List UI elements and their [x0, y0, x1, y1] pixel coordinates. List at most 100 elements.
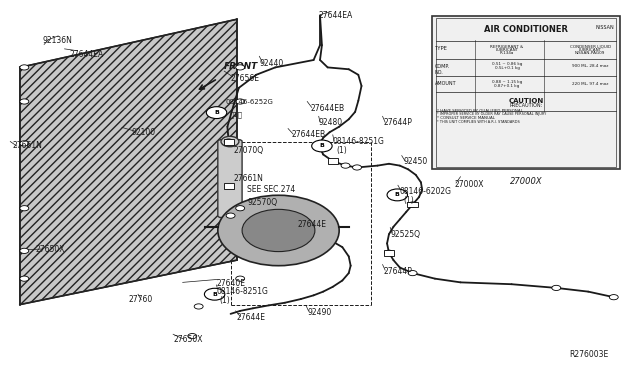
Text: * HAVE SERVICED BY QUALIFIED PERSONAL: * HAVE SERVICED BY QUALIFIED PERSONAL: [437, 109, 523, 113]
Circle shape: [236, 206, 244, 211]
Text: 27640E: 27640E: [216, 279, 246, 288]
Text: (1): (1): [403, 196, 414, 205]
Bar: [224, 183, 234, 189]
Circle shape: [236, 99, 244, 104]
Text: 92100: 92100: [132, 128, 156, 137]
Text: 27000X: 27000X: [509, 177, 542, 186]
Text: 92450: 92450: [403, 157, 428, 166]
Text: TYPE: TYPE: [435, 46, 448, 51]
Polygon shape: [20, 19, 237, 305]
Circle shape: [218, 195, 339, 266]
Text: * IMPROPER SERVICE BY OLDER RAY CAUSE PERSONAL INJURY: * IMPROPER SERVICE BY OLDER RAY CAUSE PE…: [437, 112, 546, 116]
Circle shape: [242, 209, 315, 251]
Text: 08146-8251G: 08146-8251G: [216, 287, 268, 296]
Text: 92480: 92480: [319, 119, 343, 128]
Bar: [384, 250, 394, 256]
Circle shape: [20, 248, 29, 253]
Text: PRECAUTION:: PRECAUTION:: [509, 103, 543, 108]
Text: 27000X: 27000X: [454, 180, 484, 189]
Text: 0.51 ~ 0.86 kg: 0.51 ~ 0.86 kg: [492, 62, 522, 67]
Bar: [224, 139, 234, 145]
Circle shape: [312, 140, 332, 152]
Circle shape: [341, 163, 350, 168]
Text: 27656E: 27656E: [230, 74, 260, 83]
FancyBboxPatch shape: [432, 16, 620, 169]
Circle shape: [552, 285, 561, 291]
Circle shape: [194, 304, 203, 309]
Text: 27644EA: 27644EA: [319, 11, 353, 20]
Circle shape: [236, 276, 244, 281]
Text: REFRIGERANT &: REFRIGERANT &: [490, 45, 524, 49]
Text: 27644EA: 27644EA: [69, 50, 103, 59]
Text: AIR CONDITIONER: AIR CONDITIONER: [484, 25, 568, 34]
Circle shape: [20, 206, 29, 211]
Text: 27760: 27760: [129, 295, 153, 304]
Text: 900 ML, 28.4 moz: 900 ML, 28.4 moz: [572, 64, 609, 68]
Text: 27650X: 27650X: [36, 244, 65, 253]
Circle shape: [353, 165, 362, 170]
Text: 27644E: 27644E: [237, 313, 266, 322]
Text: R-134a: R-134a: [500, 51, 515, 55]
Text: B: B: [212, 292, 217, 297]
Circle shape: [317, 142, 326, 148]
Bar: [408, 202, 418, 208]
Circle shape: [408, 202, 417, 207]
Text: 0.88 ~ 1.15 kg: 0.88 ~ 1.15 kg: [492, 80, 522, 84]
Text: 08146-6252G: 08146-6252G: [225, 99, 273, 105]
Circle shape: [20, 99, 29, 104]
Text: LUBRICANT: LUBRICANT: [495, 48, 518, 52]
Text: 92440: 92440: [259, 59, 284, 68]
Text: B: B: [214, 110, 219, 115]
Circle shape: [226, 213, 235, 218]
Text: COMP.
NO.: COMP. NO.: [435, 64, 450, 75]
Text: CAUTION: CAUTION: [508, 98, 543, 104]
Text: NISSAN-PAG09: NISSAN-PAG09: [575, 51, 605, 55]
Text: FRONT: FRONT: [224, 62, 259, 71]
Text: (1): (1): [220, 296, 230, 305]
Circle shape: [20, 276, 29, 281]
Text: 27650X: 27650X: [173, 335, 203, 344]
Circle shape: [385, 250, 394, 255]
Circle shape: [206, 107, 227, 119]
Circle shape: [408, 270, 417, 276]
Circle shape: [221, 137, 239, 147]
Text: 27661N: 27661N: [12, 141, 42, 150]
Text: 27661N: 27661N: [234, 174, 264, 183]
Text: CONDENSER LIQUID: CONDENSER LIQUID: [570, 45, 611, 49]
Text: 08146-6202G: 08146-6202G: [400, 187, 452, 196]
Text: AMOUNT: AMOUNT: [435, 81, 456, 86]
Text: 92490: 92490: [307, 308, 332, 317]
Circle shape: [204, 288, 225, 300]
Circle shape: [20, 65, 29, 70]
Circle shape: [188, 334, 196, 339]
Text: 92136N: 92136N: [43, 36, 73, 45]
FancyBboxPatch shape: [218, 140, 242, 218]
Text: R276003E: R276003E: [569, 350, 608, 359]
Text: （1）: （1）: [229, 112, 243, 119]
Circle shape: [609, 295, 618, 300]
Text: 27644P: 27644P: [384, 267, 413, 276]
Circle shape: [224, 139, 233, 144]
Text: B: B: [319, 144, 324, 148]
Circle shape: [20, 141, 29, 146]
Text: LUBRICANT: LUBRICANT: [579, 48, 602, 52]
Text: (1): (1): [336, 146, 347, 155]
Bar: [328, 158, 338, 164]
Text: 27070Q: 27070Q: [234, 146, 264, 155]
Circle shape: [387, 189, 408, 201]
Text: 27644EB: 27644EB: [310, 104, 344, 113]
Text: 27644E: 27644E: [298, 221, 326, 230]
Text: 92570Q: 92570Q: [248, 198, 278, 207]
Text: NISSAN: NISSAN: [595, 25, 614, 30]
Text: B: B: [395, 192, 400, 198]
Text: * CONSULT SERVICE MANUAL: * CONSULT SERVICE MANUAL: [437, 116, 495, 120]
Bar: [317, 142, 327, 148]
Text: 27644P: 27644P: [384, 119, 413, 128]
Text: 0.5L+0.1 kg: 0.5L+0.1 kg: [495, 66, 520, 70]
Text: SEE SEC.274: SEE SEC.274: [246, 185, 295, 194]
Text: 0.87+0.1 kg: 0.87+0.1 kg: [495, 83, 520, 87]
Text: 27644EB: 27644EB: [291, 129, 325, 139]
Text: 92525Q: 92525Q: [390, 230, 420, 239]
Circle shape: [236, 65, 244, 70]
Text: 220 ML, 97.4 moz: 220 ML, 97.4 moz: [572, 82, 609, 86]
